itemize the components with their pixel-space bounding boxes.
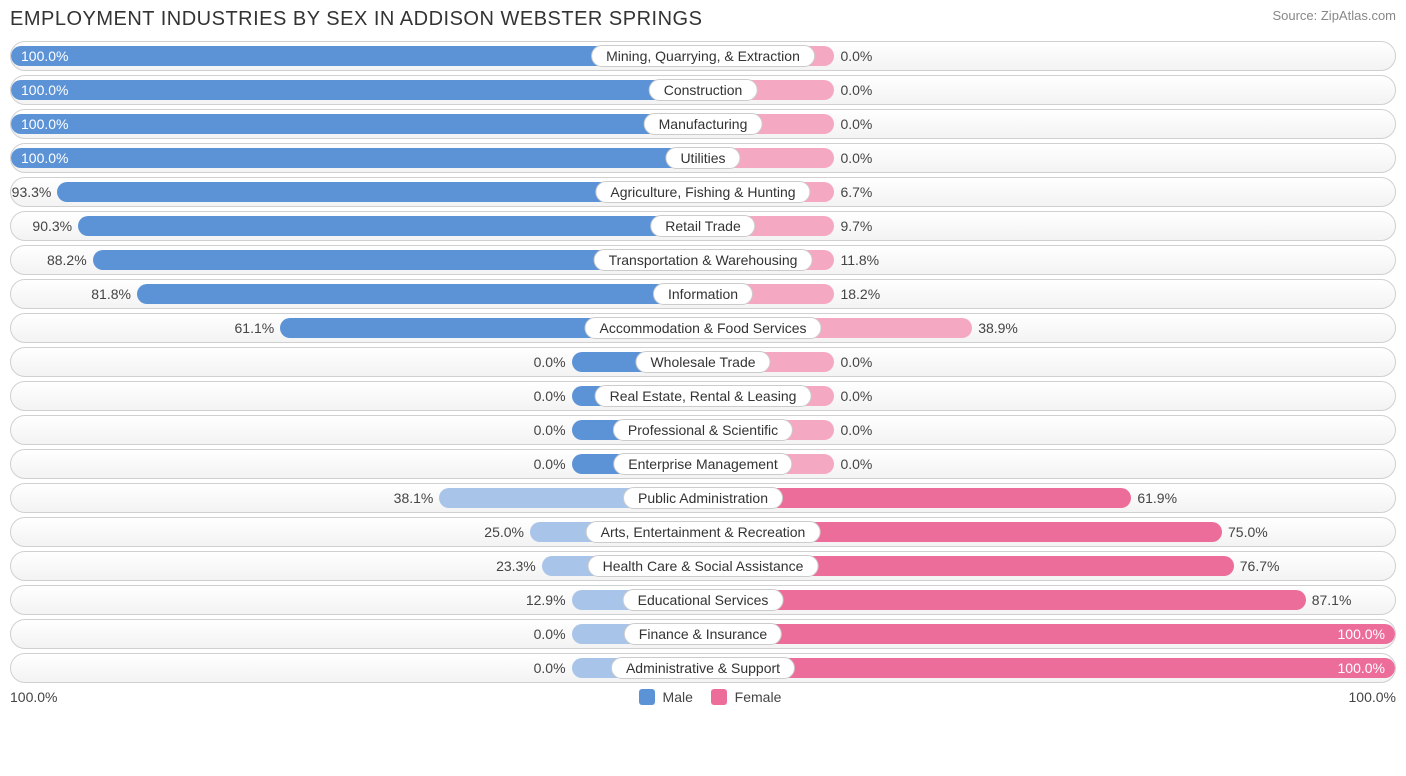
category-label: Public Administration	[623, 487, 783, 509]
bar-row: 0.0% 0.0% Real Estate, Rental & Leasing	[10, 381, 1396, 411]
female-value: 87.1%	[1312, 592, 1352, 608]
male-bar	[11, 148, 703, 168]
male-value: 23.3%	[496, 558, 536, 574]
female-swatch	[711, 689, 727, 705]
category-label: Accommodation & Food Services	[585, 317, 822, 339]
category-label: Enterprise Management	[613, 453, 792, 475]
male-value: 12.9%	[526, 592, 566, 608]
bar-row: 0.0% 100.0% Administrative & Support	[10, 653, 1396, 683]
male-value: 0.0%	[534, 388, 566, 404]
male-value: 100.0%	[21, 82, 68, 98]
bar-row: 100.0% 0.0% Mining, Quarrying, & Extractio…	[10, 41, 1396, 71]
female-value: 76.7%	[1240, 558, 1280, 574]
category-label: Health Care & Social Assistance	[588, 555, 819, 577]
male-value: 38.1%	[394, 490, 434, 506]
female-bar	[703, 590, 1306, 610]
male-value: 25.0%	[484, 524, 524, 540]
male-value: 88.2%	[47, 252, 87, 268]
legend: Male Female	[57, 689, 1348, 705]
bar-row: 61.1% 38.9% Accommodation & Food Services	[10, 313, 1396, 343]
axis-left-label: 100.0%	[10, 689, 57, 705]
female-value: 6.7%	[840, 184, 872, 200]
female-value: 11.8%	[840, 252, 879, 268]
female-value: 0.0%	[840, 48, 872, 64]
bar-row: 100.0% 0.0% Utilities	[10, 143, 1396, 173]
female-legend-label: Female	[735, 689, 782, 705]
female-value: 0.0%	[840, 82, 872, 98]
female-value: 18.2%	[840, 286, 880, 302]
category-label: Administrative & Support	[611, 657, 795, 679]
category-label: Professional & Scientific	[613, 419, 793, 441]
category-label: Transportation & Warehousing	[594, 249, 813, 271]
bar-row: 0.0% 100.0% Finance & Insurance	[10, 619, 1396, 649]
category-label: Finance & Insurance	[624, 623, 782, 645]
female-value: 0.0%	[840, 456, 872, 472]
male-legend-label: Male	[663, 689, 693, 705]
male-bar	[11, 114, 703, 134]
male-value: 0.0%	[534, 626, 566, 642]
bar-row: 90.3% 9.7% Retail Trade	[10, 211, 1396, 241]
bar-row: 0.0% 0.0% Wholesale Trade	[10, 347, 1396, 377]
chart-title: EMPLOYMENT INDUSTRIES BY SEX IN ADDISON …	[10, 8, 702, 31]
bar-row: 100.0% 0.0% Manufacturing	[10, 109, 1396, 139]
bar-row: 38.1% 61.9% Public Administration	[10, 483, 1396, 513]
category-label: Mining, Quarrying, & Extraction	[591, 45, 815, 67]
male-bar	[11, 80, 703, 100]
male-value: 90.3%	[32, 218, 72, 234]
chart-footer: 100.0% Male Female 100.0%	[10, 689, 1396, 705]
source-credit: Source: ZipAtlas.com	[1272, 8, 1396, 23]
male-bar	[78, 216, 703, 236]
male-value: 100.0%	[21, 150, 68, 166]
female-value: 61.9%	[1137, 490, 1177, 506]
category-label: Educational Services	[623, 589, 784, 611]
category-label: Information	[653, 283, 753, 305]
bar-row: 100.0% 0.0% Construction	[10, 75, 1396, 105]
bar-row: 81.8% 18.2% Information	[10, 279, 1396, 309]
male-value: 0.0%	[534, 456, 566, 472]
male-swatch	[639, 689, 655, 705]
category-label: Wholesale Trade	[635, 351, 770, 373]
female-value: 100.0%	[1338, 626, 1385, 642]
male-value: 0.0%	[534, 422, 566, 438]
female-value: 0.0%	[840, 422, 872, 438]
bar-row: 0.0% 0.0% Professional & Scientific	[10, 415, 1396, 445]
category-label: Retail Trade	[650, 215, 755, 237]
female-value: 0.0%	[840, 354, 872, 370]
chart-rows: 100.0% 0.0% Mining, Quarrying, & Extractio…	[10, 41, 1396, 683]
bar-row: 93.3% 6.7% Agriculture, Fishing & Hunting	[10, 177, 1396, 207]
female-bar	[703, 624, 1395, 644]
axis-right-label: 100.0%	[1349, 689, 1396, 705]
category-label: Agriculture, Fishing & Hunting	[595, 181, 810, 203]
bar-row: 88.2% 11.8% Transportation & Warehousing	[10, 245, 1396, 275]
male-value: 0.0%	[534, 660, 566, 676]
bar-row: 0.0% 0.0% Enterprise Management	[10, 449, 1396, 479]
female-value: 100.0%	[1338, 660, 1385, 676]
bar-row: 25.0% 75.0% Arts, Entertainment & Recreati…	[10, 517, 1396, 547]
category-label: Utilities	[665, 147, 740, 169]
female-value: 38.9%	[978, 320, 1018, 336]
male-value: 81.8%	[91, 286, 131, 302]
category-label: Manufacturing	[644, 113, 763, 135]
bar-row: 23.3% 76.7% Health Care & Social Assistanc…	[10, 551, 1396, 581]
female-value: 0.0%	[840, 150, 872, 166]
male-value: 61.1%	[235, 320, 275, 336]
female-value: 9.7%	[840, 218, 872, 234]
male-value: 93.3%	[12, 184, 52, 200]
category-label: Construction	[649, 79, 758, 101]
female-value: 75.0%	[1228, 524, 1268, 540]
male-value: 100.0%	[21, 116, 68, 132]
female-value: 0.0%	[840, 116, 872, 132]
male-bar	[137, 284, 703, 304]
category-label: Real Estate, Rental & Leasing	[595, 385, 812, 407]
male-value: 0.0%	[534, 354, 566, 370]
bar-row: 12.9% 87.1% Educational Services	[10, 585, 1396, 615]
female-value: 0.0%	[840, 388, 872, 404]
male-value: 100.0%	[21, 48, 68, 64]
female-bar	[703, 658, 1395, 678]
category-label: Arts, Entertainment & Recreation	[586, 521, 821, 543]
